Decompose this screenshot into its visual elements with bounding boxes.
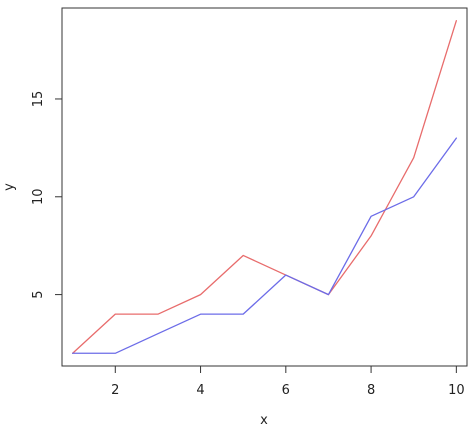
x-axis-label: x — [260, 413, 268, 428]
y-tick-label: 10 — [31, 189, 46, 206]
x-tick-label: 2 — [111, 383, 119, 398]
series-lines — [72, 20, 457, 354]
x-tick-label: 6 — [282, 383, 290, 398]
y-axis: 5 10 15 — [31, 91, 62, 299]
y-tick-label: 5 — [31, 290, 46, 298]
x-tick-label: 4 — [196, 383, 204, 398]
plot-frame — [61, 7, 468, 367]
series-2-line — [72, 137, 457, 354]
series-1-line — [72, 20, 457, 354]
x-tick-label: 10 — [448, 383, 465, 398]
x-tick-label: 8 — [367, 383, 375, 398]
x-axis: 2 4 6 8 10 — [111, 366, 465, 398]
y-axis-label: y — [2, 183, 17, 191]
y-tick-label: 15 — [31, 91, 46, 108]
